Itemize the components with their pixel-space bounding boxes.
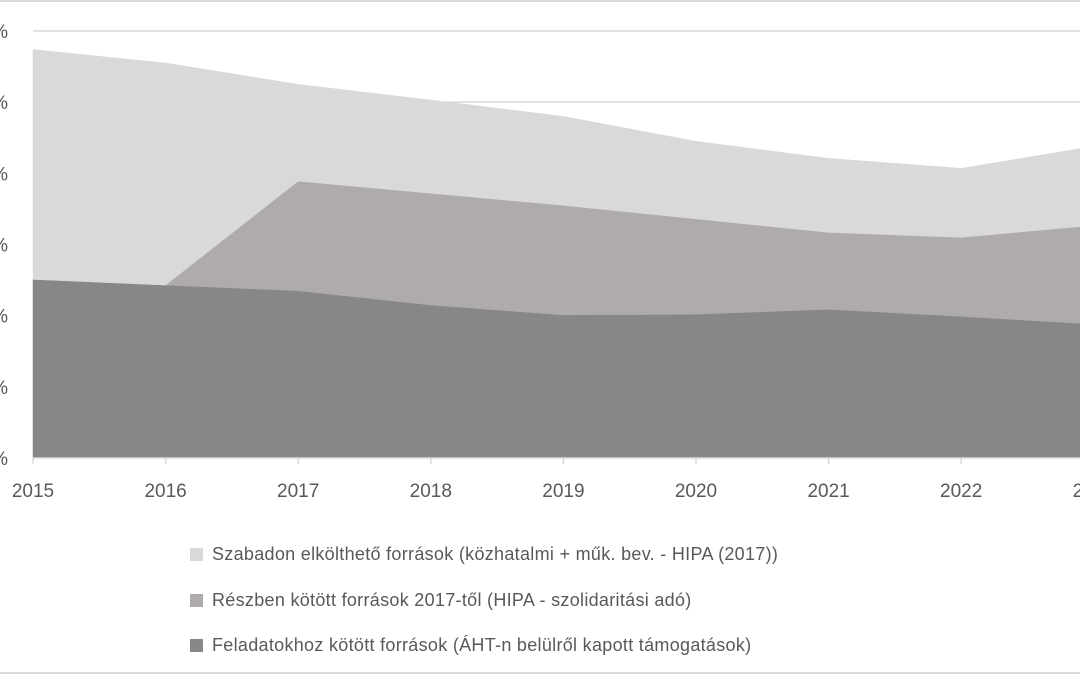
chart-frame-top — [0, 0, 1080, 2]
legend-swatch — [190, 593, 203, 607]
y-tick-label: 30% — [0, 236, 8, 257]
y-tick-label: 10% — [0, 378, 8, 399]
x-tick-label: 2020 — [675, 481, 717, 502]
area-series — [32, 49, 1080, 286]
legend-label: Szabadon elkölthető források (közhatalmi… — [212, 544, 779, 565]
x-tick-label: 2018 — [410, 481, 452, 502]
legend-item: Részben kötött források 2017-től (HIPA -… — [190, 578, 778, 624]
legend-label: Feladatokhoz kötött források (ÁHT-n belü… — [212, 635, 752, 656]
legend-item: Szabadon elkölthető források (közhatalmi… — [190, 532, 778, 578]
x-tick-label: 2016 — [144, 481, 186, 502]
y-tick-label: 60% — [0, 22, 8, 43]
y-tick-label: 20% — [0, 307, 8, 328]
legend-swatch — [190, 639, 203, 653]
x-tick-label: 2017 — [277, 481, 319, 502]
legend-label: Részben kötött források 2017-től (HIPA -… — [212, 589, 692, 610]
y-tick-label: 0% — [0, 449, 8, 470]
chart-frame-bottom — [0, 672, 1080, 674]
x-tick-label: 2015 — [12, 481, 54, 502]
x-tick-label: 2022 — [940, 481, 982, 502]
legend-swatch — [190, 548, 203, 562]
legend: Szabadon elkölthető források (közhatalmi… — [190, 532, 778, 669]
legend-item: Feladatokhoz kötött források (ÁHT-n belü… — [190, 623, 778, 669]
x-tick-label: 2019 — [542, 481, 584, 502]
y-tick-label: 50% — [0, 93, 8, 114]
y-tick-label: 40% — [0, 164, 8, 185]
x-tick-label: 2021 — [807, 481, 849, 502]
x-tick-label: 2023 — [1073, 481, 1080, 502]
